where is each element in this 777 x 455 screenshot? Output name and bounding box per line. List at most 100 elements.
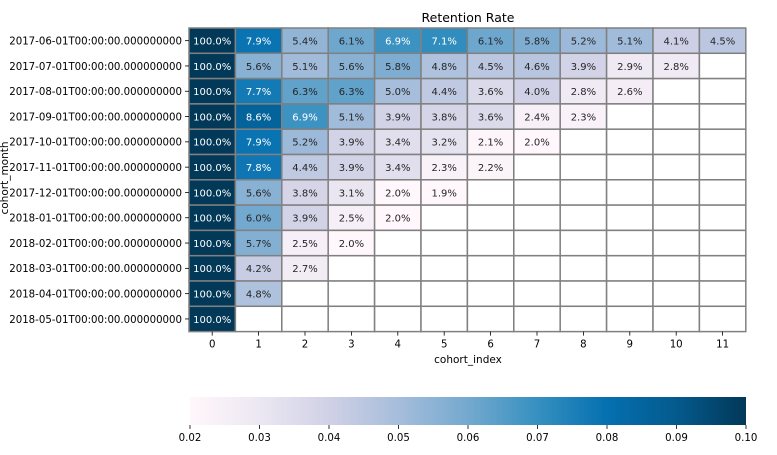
heatmap-cell-label: 6.1% (339, 36, 364, 47)
heatmap-cell (234, 254, 283, 282)
heatmap-cell (466, 229, 515, 257)
heatmap-cell-label: 100.0% (193, 87, 231, 98)
heatmap-cell (373, 305, 422, 333)
heatmap-cell (373, 52, 422, 80)
heatmap-cell (698, 179, 747, 206)
heatmap-cell (605, 27, 654, 55)
heatmap-cell-label: 7.9% (246, 36, 271, 47)
x-tick-label: 0 (209, 340, 215, 351)
heatmap-cell (698, 27, 747, 55)
colorbar-tick-label: 0.04 (318, 433, 341, 444)
heatmap-cell (652, 52, 701, 80)
heatmap-cell-label: 5.8% (524, 36, 549, 47)
heatmap-cell-label: 100.0% (193, 315, 231, 326)
heatmap-cell-label: 5.0% (385, 87, 410, 98)
heatmap-cell-label: 4.5% (478, 62, 503, 73)
heatmap-cell-label: 2.0% (385, 214, 410, 225)
heatmap-cell-label: 6.0% (246, 214, 271, 225)
y-tick-label: 2017-08-01T00:00:00.000000000 (9, 87, 182, 98)
heatmap-cell (652, 128, 701, 156)
y-tick-labels: 2017-06-01T00:00:00.000000000 2017-07-01T… (9, 36, 189, 326)
heatmap-cell-label: 3.4% (385, 138, 410, 149)
heatmap-cell (559, 153, 608, 181)
heatmap-cell-label: 3.9% (292, 214, 317, 225)
heatmap-cell (605, 254, 654, 282)
chart-title: Retention Rate (422, 10, 515, 25)
colorbar-tick-label: 0.07 (526, 433, 549, 444)
x-tick-labels: 0 1 2 3 4 5 6 7 8 9 10 11 (209, 331, 729, 351)
heatmap-cell (698, 229, 747, 257)
heatmap-cell (327, 305, 376, 333)
heatmap-cell-label: 6.3% (292, 87, 317, 98)
heatmap-cell-label: 6.1% (478, 36, 503, 47)
heatmap-cell-label: 7.9% (246, 138, 271, 149)
colorbar: 0.02 0.03 0.04 0.05 0.06 0.07 0.08 0.09 0.10 (179, 397, 758, 444)
y-tick-label: 2017-07-01T00:00:00.000000000 (9, 62, 182, 73)
heatmap-cell-label: 2.2% (478, 163, 503, 174)
heatmap-cell (188, 254, 237, 282)
heatmap-cell-label: 5.1% (292, 62, 317, 73)
heatmap-cell (513, 204, 561, 232)
heatmap-cell (513, 280, 561, 308)
colorbar-tick-label: 0.05 (387, 433, 410, 444)
y-tick-label: 2018-01-01T00:00:00.000000000 (9, 214, 182, 225)
heatmap-cell (652, 204, 701, 232)
heatmap-cell (281, 103, 329, 130)
heatmap-cell (559, 179, 608, 206)
heatmap-cell (513, 128, 561, 156)
heatmap-cell-label: 2.7% (292, 264, 317, 275)
heatmap-cell (466, 254, 515, 282)
heatmap-cell (281, 305, 329, 333)
heatmap-cell-label: 3.8% (431, 112, 456, 123)
heatmap-cell-label: 3.9% (385, 112, 410, 123)
x-tick-label: 8 (580, 340, 586, 351)
colorbar-tick-label: 0.09 (665, 433, 688, 444)
heatmap-cell-label: 100.0% (193, 239, 231, 250)
x-axis-label: cohort_index (434, 354, 502, 366)
heatmap-cell (698, 204, 747, 232)
heatmap-cell-label: 100.0% (193, 214, 231, 225)
heatmap-cell (327, 52, 376, 80)
heatmap-cell-label: 3.8% (292, 188, 317, 199)
heatmap-cell (698, 128, 747, 156)
heatmap-cell (420, 153, 469, 181)
heatmap-cell (234, 179, 283, 206)
heatmap-cell (513, 52, 561, 80)
x-tick-label: 1 (255, 340, 261, 351)
heatmap-cell-label: 4.1% (663, 36, 688, 47)
y-tick-label: 2018-02-01T00:00:00.000000000 (9, 239, 182, 250)
heatmap-cell-label: 100.0% (193, 138, 231, 149)
x-tick-label: 10 (670, 340, 683, 351)
heatmap-cell (605, 103, 654, 130)
heatmap-cell-label: 1.9% (431, 188, 456, 199)
heatmap-cell-label: 4.8% (246, 289, 271, 300)
heatmap-cell (559, 305, 608, 333)
heatmap-cell-label: 5.6% (246, 188, 271, 199)
colorbar-tick-label: 0.08 (596, 433, 619, 444)
heatmap-cell-label: 4.6% (524, 62, 549, 73)
heatmap-cell (652, 179, 701, 206)
heatmap-cell (466, 280, 515, 308)
heatmap-cell (188, 204, 237, 232)
heatmap-cell-label: 2.9% (617, 62, 642, 73)
heatmap-cell-label: 3.6% (478, 87, 503, 98)
heatmap-cell (466, 204, 515, 232)
heatmap-cell (373, 204, 422, 232)
heatmap-cell (605, 280, 654, 308)
heatmap-cell-label: 4.4% (292, 163, 317, 174)
y-axis-label: cohort_month (0, 141, 11, 214)
y-tick-label: 2017-10-01T00:00:00.000000000 (9, 138, 182, 149)
x-tick-label: 7 (534, 340, 540, 351)
heatmap-cell (513, 153, 561, 181)
heatmap-cell (420, 305, 469, 333)
heatmap-cell (188, 153, 237, 181)
colorbar-tick-label: 0.10 (735, 433, 758, 444)
heatmap-cell (466, 179, 515, 206)
y-tick-label: 2018-05-01T00:00:00.000000000 (9, 315, 182, 326)
y-tick-label: 2018-04-01T00:00:00.000000000 (9, 289, 182, 300)
x-tick-label: 11 (716, 340, 729, 351)
heatmap-cell (652, 254, 701, 282)
x-tick-label: 4 (395, 340, 401, 351)
heatmap-cell-label: 2.6% (617, 87, 642, 98)
heatmap-cell (698, 77, 747, 105)
